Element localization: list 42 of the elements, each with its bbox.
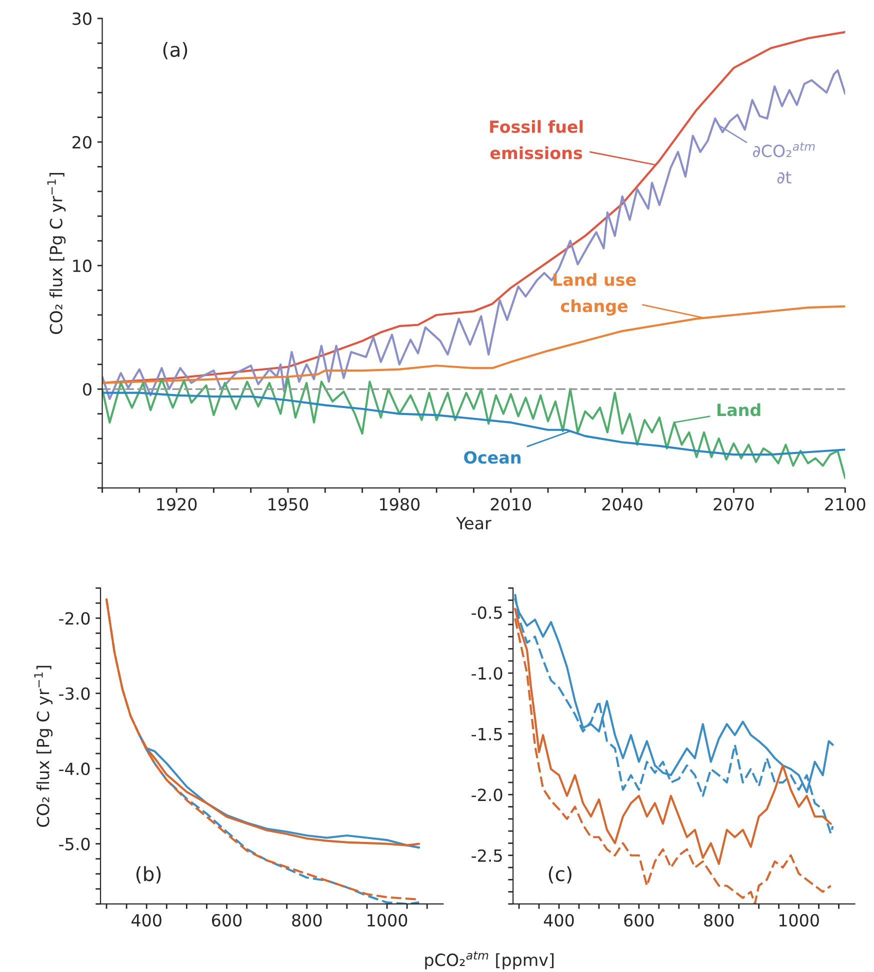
x-axis-title: pCO₂$^{atm}$ [ppmv] — [425, 951, 554, 970]
legend-label: Land — [717, 403, 760, 416]
x-tick-label: 2040 — [602, 498, 642, 511]
annotation: (a) — [163, 42, 188, 60]
annotation: (b) — [136, 866, 161, 884]
y-tick-label: 10 — [73, 260, 92, 272]
x-tick-label: 1000 — [368, 914, 408, 927]
x-tick-label: 1950 — [268, 498, 308, 511]
y-tick-label: -5.0 — [59, 838, 90, 850]
x-tick-label: 1000 — [779, 914, 819, 927]
y-tick-label: -0.5 — [472, 606, 502, 619]
y-tick-label: -2.5 — [472, 849, 502, 862]
x-tick-label: 1920 — [157, 498, 197, 511]
y-tick-label: -1.0 — [472, 667, 502, 680]
x-tick-label: 800 — [704, 914, 734, 927]
y-axis-title: CO₂ flux [Pg C yr$^{−1}$] — [47, 173, 66, 334]
x-axis-title: Year — [456, 517, 492, 530]
y-tick-label: 30 — [72, 12, 92, 26]
x-tick-label: 2100 — [825, 498, 866, 511]
series-label: Land use change — [554, 273, 636, 316]
x-tick-label: 600 — [212, 914, 242, 927]
line-series — [102, 376, 846, 480]
x-tick-label: 2070 — [714, 498, 754, 511]
x-tick-label: 400 — [544, 914, 574, 927]
y-tick-label: 20 — [72, 136, 92, 149]
line-series — [514, 593, 834, 835]
y-tick-label: -4.0 — [59, 762, 90, 776]
y-axis-title: CO₂ flux [Pg C yr$^{−1}$] — [34, 666, 53, 827]
y-tick-label: 0 — [83, 383, 92, 396]
y-tick-label: -1.5 — [472, 728, 502, 740]
y-tick-label: -2.0 — [59, 612, 90, 625]
text: ∂CO₂$^{atm}$ ∂t — [753, 142, 815, 184]
y-tick-label: -2.0 — [472, 788, 502, 802]
text: Fossil fuel emissions — [490, 120, 583, 160]
x-tick-label: 1980 — [380, 498, 420, 511]
x-tick-label: 2010 — [490, 498, 531, 511]
annotation: (c) — [548, 866, 572, 884]
series-label: Ocean — [464, 451, 520, 464]
x-tick-label: 600 — [624, 914, 654, 927]
x-tick-label: 800 — [292, 914, 322, 927]
y-tick-label: -3.0 — [59, 687, 90, 700]
x-tick-label: 400 — [132, 914, 162, 927]
